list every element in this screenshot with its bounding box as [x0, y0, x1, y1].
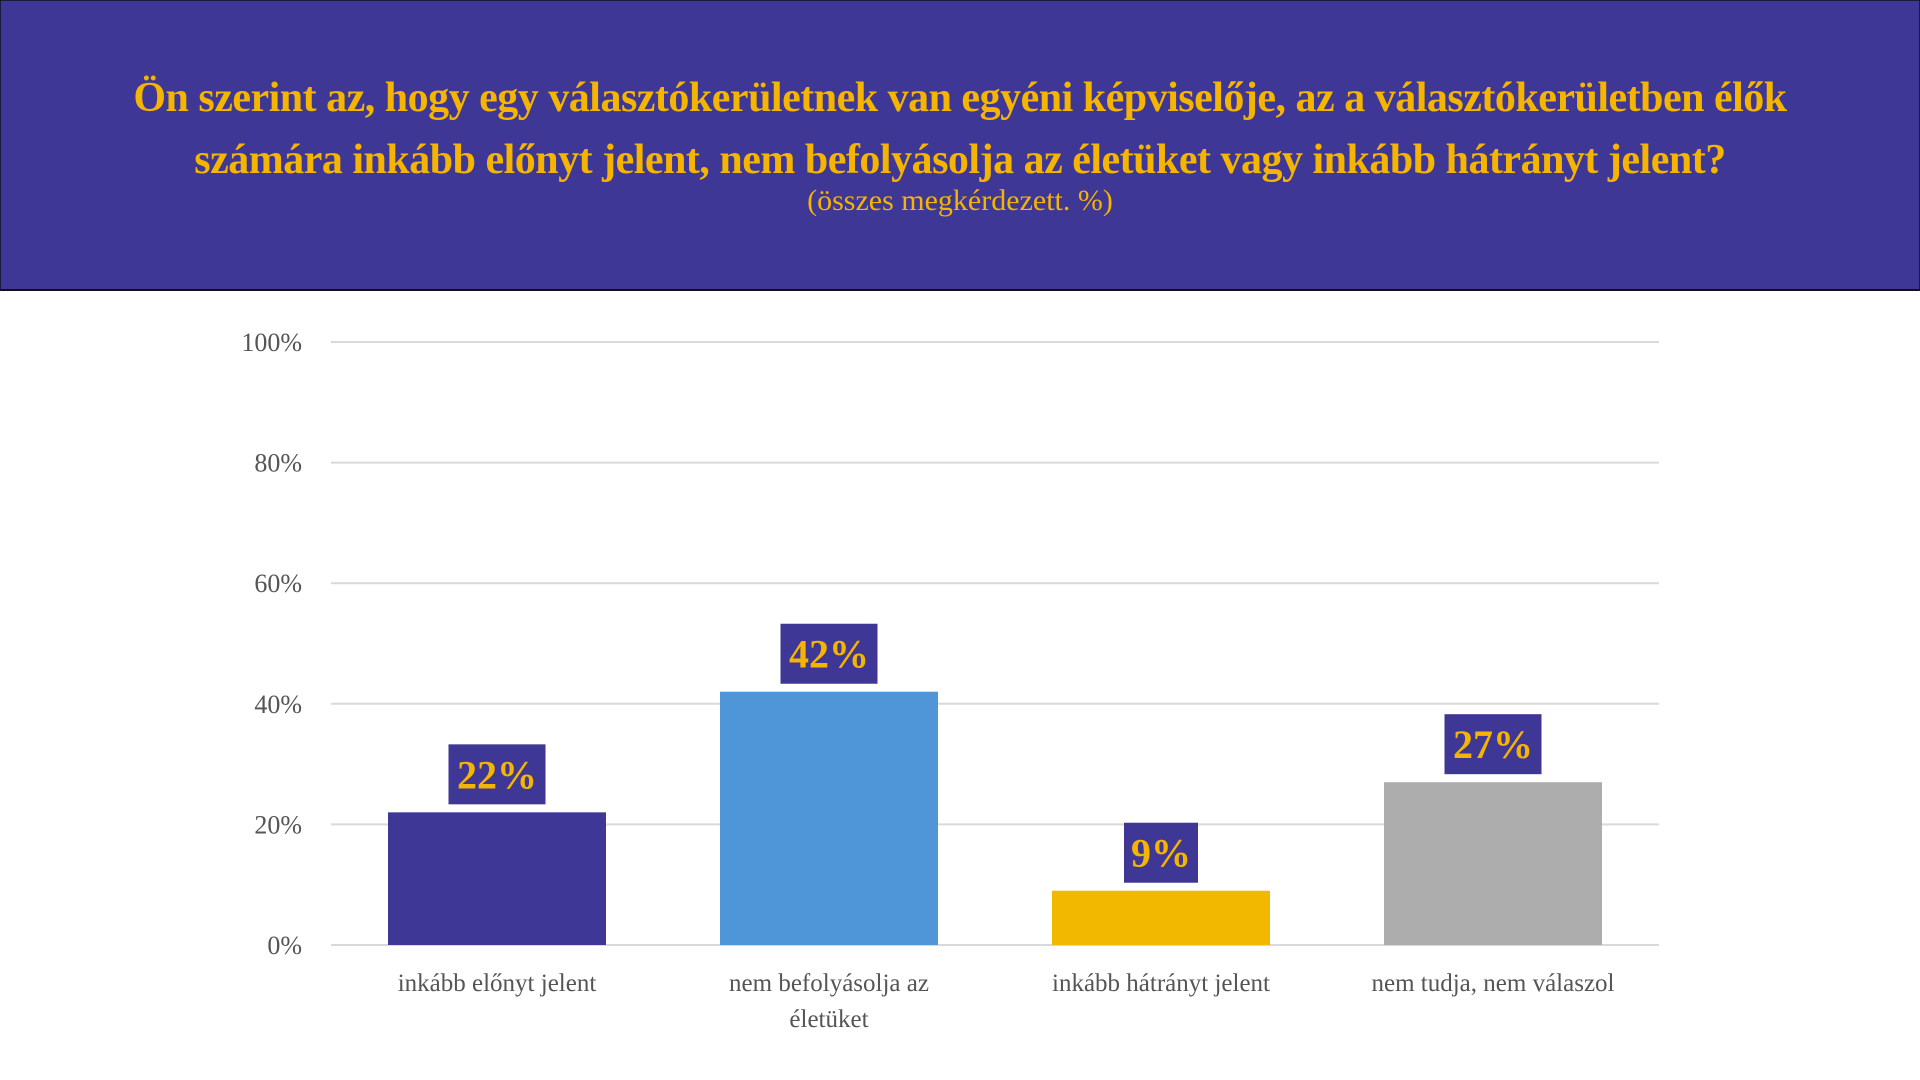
x-category-label: nem tudja, nem válaszol: [1372, 970, 1615, 997]
data-label: 27%: [1453, 722, 1533, 767]
data-label-box: [1444, 714, 1542, 775]
data-label: 42%: [789, 632, 869, 677]
data-label-box: [1124, 822, 1198, 883]
y-tick-label: 0%: [267, 931, 302, 960]
bar: [388, 812, 606, 945]
y-tick-label: 60%: [254, 569, 302, 598]
data-label: 9%: [1131, 831, 1191, 876]
title-line-1: Ön szerint az, hogy egy választókerületn…: [133, 75, 1787, 121]
data-label-box: [780, 623, 878, 684]
title-line-2: számára inkább előnyt jelent, nem befoly…: [194, 137, 1726, 183]
bar: [720, 691, 938, 945]
y-tick-label: 100%: [241, 328, 302, 357]
x-category-label: inkább hátrányt jelent: [1052, 970, 1270, 997]
chart-subtitle: (összes megkérdezett. %): [807, 184, 1113, 217]
bar: [1052, 890, 1270, 945]
data-label: 22%: [457, 752, 537, 797]
title-banner: Ön szerint az, hogy egy választókerületn…: [0, 0, 1920, 291]
y-tick-label: 80%: [254, 449, 302, 478]
data-label-box: [448, 744, 546, 805]
bar: [1384, 782, 1602, 945]
chart-title: Ön szerint az, hogy egy választókerületn…: [21, 67, 1899, 191]
y-tick-label: 20%: [254, 810, 302, 839]
x-category-label: nem befolyásolja az: [729, 970, 929, 997]
x-category-label: életüket: [789, 1006, 868, 1033]
x-category-label: inkább előnyt jelent: [398, 970, 597, 997]
y-tick-label: 40%: [254, 690, 302, 719]
